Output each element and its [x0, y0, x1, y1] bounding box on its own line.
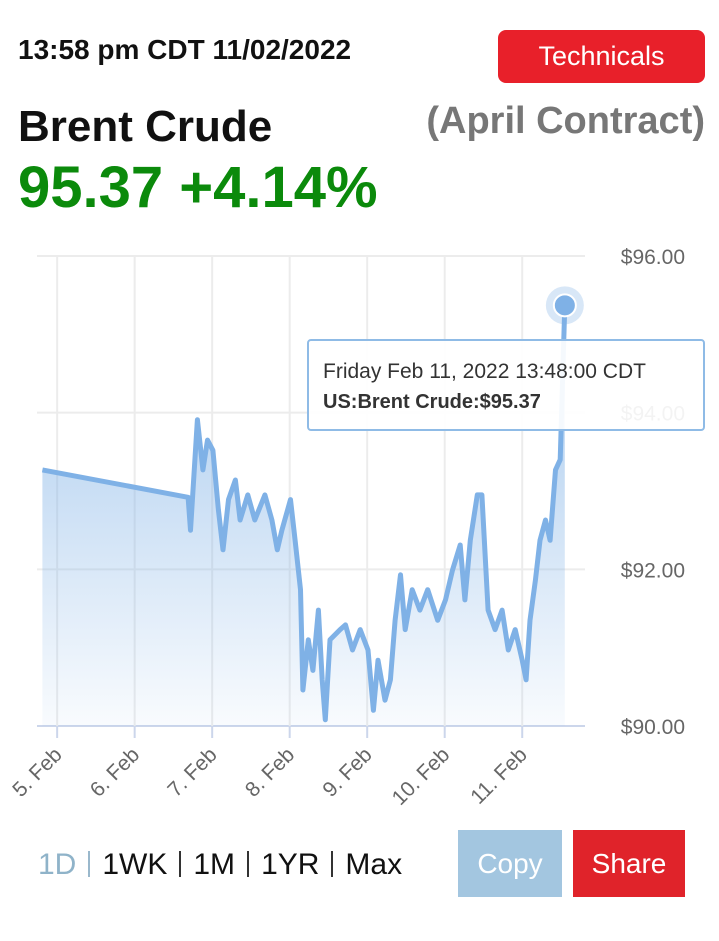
- range-option[interactable]: 1M: [193, 848, 236, 881]
- y-tick-label: $96.00: [621, 246, 685, 269]
- separator: [88, 851, 91, 877]
- tooltip-box: [307, 339, 705, 431]
- change: +4.14%: [179, 155, 378, 220]
- separator: [247, 851, 250, 877]
- timestamp: 13:58 pm CDT 11/02/2022: [18, 34, 352, 65]
- tooltip-text: US:Brent Crude:$95.37: [323, 391, 541, 413]
- range-option[interactable]: 1D: [38, 848, 77, 881]
- range-option[interactable]: Max: [345, 848, 403, 881]
- separator: [331, 851, 334, 877]
- hover-point: [552, 293, 577, 318]
- x-tick-label: 5. Feb: [8, 743, 66, 801]
- quote: 95.37 +4.14%: [18, 154, 378, 221]
- price: 95.37: [18, 155, 164, 220]
- x-tick-label: 11. Feb: [466, 743, 532, 809]
- separator: [179, 851, 182, 877]
- technicals-button[interactable]: Technicals: [498, 30, 705, 83]
- x-tick-label: 8. Feb: [241, 743, 299, 801]
- range-option[interactable]: 1YR: [261, 848, 320, 881]
- x-tick-label: 6. Feb: [86, 743, 144, 801]
- range-option[interactable]: 1WK: [102, 848, 168, 881]
- y-tick-label: $90.00: [621, 716, 685, 739]
- tooltip-title: Friday Feb 11, 2022 13:48:00 CDT: [323, 360, 646, 383]
- x-tick-label: 10. Feb: [388, 743, 455, 810]
- price-line: [41, 305, 568, 723]
- share-button[interactable]: Share: [573, 830, 685, 897]
- x-tick-label: 7. Feb: [163, 743, 221, 801]
- copy-button[interactable]: Copy: [458, 830, 562, 897]
- x-tick-label: 9. Feb: [318, 743, 376, 801]
- y-tick-label: $92.00: [621, 559, 685, 582]
- instrument-name: Brent Crude: [18, 102, 273, 151]
- area: [42, 305, 565, 726]
- contract: (April Contract): [426, 100, 705, 142]
- range-selector: 1D 1WK 1M 1YR Max: [38, 848, 402, 882]
